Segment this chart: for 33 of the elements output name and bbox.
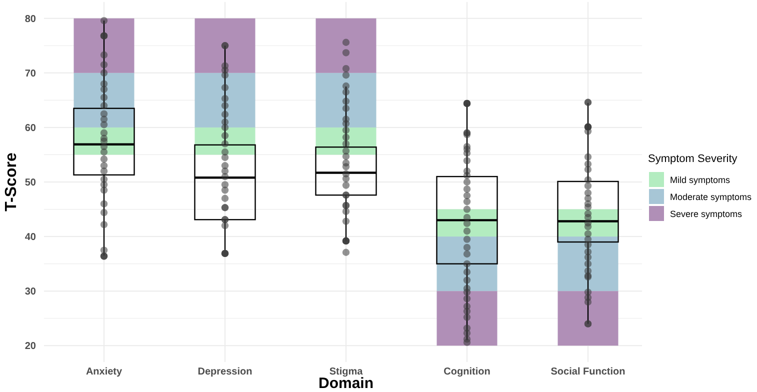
bar	[194, 127, 256, 155]
y-tick-label: 60	[24, 122, 36, 134]
bar	[74, 127, 134, 155]
bar	[558, 209, 618, 237]
bar	[558, 236, 618, 292]
bar	[558, 291, 618, 346]
legend-label: Severe symptoms	[670, 209, 743, 220]
bar	[316, 127, 376, 155]
bar	[194, 72, 256, 128]
x-tick-label: Depression	[198, 366, 252, 378]
bar	[74, 72, 134, 128]
legend-label: Moderate symptoms	[670, 192, 752, 202]
y-tick-label: 20	[24, 341, 36, 352]
x-tick-label: Social Function	[550, 366, 626, 378]
y-tick-label: 50	[24, 178, 36, 188]
x-axis-title: Domain	[318, 375, 374, 392]
bar	[74, 18, 134, 73]
legend-label: Mild symptoms	[670, 175, 731, 186]
bar	[436, 236, 498, 292]
y-axis-title: T-Score	[3, 152, 20, 212]
bar	[316, 72, 376, 128]
bar	[436, 291, 498, 346]
bar	[194, 18, 256, 73]
y-tick-label: 70	[24, 68, 36, 80]
x-tick-label: Stigma	[329, 366, 364, 378]
bar	[436, 209, 498, 237]
y-tick-label: 40	[24, 232, 36, 244]
bar	[316, 18, 376, 73]
x-tick-label: Anxiety	[86, 366, 122, 378]
x-tick-label: Cognition	[444, 366, 490, 378]
y-tick-label: 80	[24, 14, 36, 25]
y-tick-label: 30	[24, 286, 36, 298]
legend-title: Symptom Severity	[648, 153, 738, 165]
